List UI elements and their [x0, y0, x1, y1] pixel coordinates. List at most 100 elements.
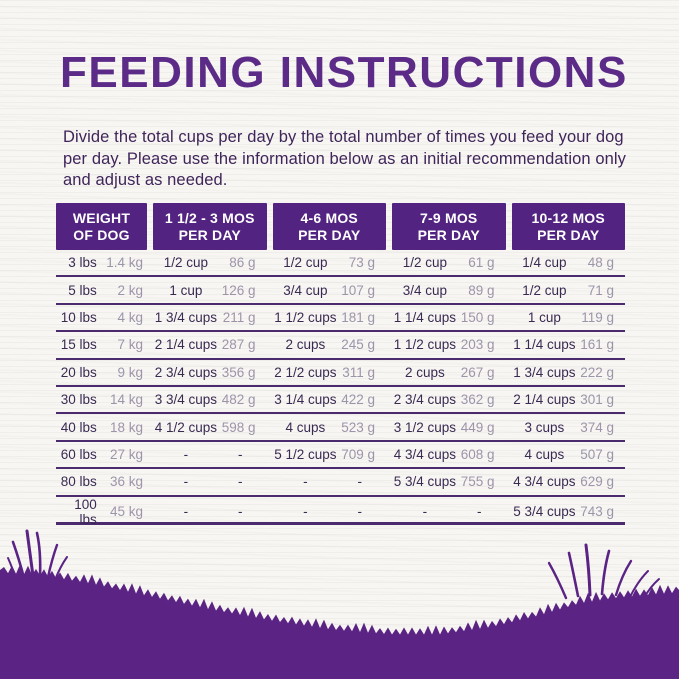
weight-cell: 40 lbs 18 kg — [56, 414, 147, 439]
amount-grams: 211 g — [222, 309, 256, 325]
amount-cups: 1 1/2 cups — [274, 309, 337, 325]
amount-grams: 287 g — [221, 337, 256, 353]
amount-grams: - — [237, 504, 243, 520]
grass-blade — [46, 543, 59, 579]
amount-grams: 629 g — [580, 474, 614, 490]
grass-blade — [600, 549, 611, 596]
weight-cell: 80 lbs 36 kg — [56, 469, 147, 494]
header-line: WEIGHT — [72, 209, 131, 226]
amount-cups: - — [183, 474, 189, 490]
amount-cups: 3/4 cup — [283, 282, 328, 298]
amount-cups: 1/2 cup — [283, 255, 328, 271]
amount-cups: 1 cup — [527, 309, 561, 325]
header-line: PER DAY — [537, 226, 600, 243]
grass-blade — [25, 529, 35, 578]
amount-cell: 5 1/2 cups 709 g — [273, 442, 387, 467]
amount-cell: 1 1/2 cups 203 g — [392, 332, 506, 357]
amount-cell: 1 cup 119 g — [512, 305, 626, 330]
amount-grams: 422 g — [341, 392, 375, 408]
table-row: 5 lbs 2 kg 1 cup 126 g 3/4 cup 107 g 3/4 cup 89… — [56, 277, 625, 305]
amount-cell: 1 3/4 cups 211 g — [153, 305, 267, 330]
header-7-9-mos: 7-9 MOS PER DAY — [392, 203, 506, 250]
weight-cell: 5 lbs 2 kg — [56, 277, 147, 302]
amount-cell: 3 3/4 cups 482 g — [153, 387, 267, 412]
amount-grams: 71 g — [587, 282, 614, 298]
grass-mound — [0, 564, 679, 679]
amount-grams: 150 g — [460, 309, 495, 325]
feeding-table: WEIGHT OF DOG 1 1/2 - 3 MOS PER DAY 4-6 … — [56, 203, 626, 527]
amount-cups: - — [303, 504, 308, 520]
header-line: 1 1/2 - 3 MOS — [164, 209, 255, 226]
amount-cups: - — [303, 474, 308, 490]
amount-grams: 73 g — [348, 255, 375, 271]
amount-cups: 1/2 cup — [522, 282, 567, 298]
grass-blade — [54, 556, 68, 581]
intro-text: Divide the total cups per day by the tot… — [63, 128, 627, 189]
amount-grams: 181 g — [341, 309, 375, 325]
amount-cups: 1/4 cup — [522, 255, 567, 271]
amount-grams: 245 g — [341, 337, 375, 353]
weight-lbs: 3 lbs — [68, 255, 97, 271]
amount-grams: - — [357, 474, 362, 490]
amount-cups: - — [183, 446, 189, 462]
amount-cell: -- — [392, 497, 506, 527]
amount-cell: 2 3/4 cups 356 g — [153, 360, 267, 385]
amount-grams: 482 g — [221, 392, 256, 408]
amount-cups: 1 1/4 cups — [513, 337, 576, 353]
amount-grams: 301 g — [580, 392, 614, 408]
amount-cell: 4 3/4 cups 608 g — [392, 442, 506, 467]
table-header-row: WEIGHT OF DOG 1 1/2 - 3 MOS PER DAY 4-6 … — [56, 203, 625, 250]
amount-grams: - — [476, 504, 482, 520]
amount-grams: 203 g — [460, 337, 495, 353]
amount-cell: 1/2 cup 86 g — [153, 250, 267, 275]
weight-lbs: 20 lbs — [60, 364, 97, 380]
amount-cell: 2 1/2 cups 311 g — [273, 360, 387, 385]
amount-cups: 2 1/4 cups — [513, 392, 576, 408]
header-1half-3-mos: 1 1/2 - 3 MOS PER DAY — [153, 203, 267, 250]
weight-cell: 15 lbs 7 kg — [56, 332, 147, 357]
amount-grams: 107 g — [341, 282, 375, 298]
amount-grams: - — [237, 474, 243, 490]
amount-cell: 3 1/4 cups 422 g — [273, 387, 387, 412]
amount-cups: 4 cups — [285, 419, 326, 435]
amount-grams: 755 g — [460, 474, 495, 490]
grass-blade — [567, 551, 580, 598]
weight-kg: 36 kg — [109, 474, 143, 490]
amount-cell: 5 3/4 cups 755 g — [392, 469, 506, 494]
header-4-6-mos: 4-6 MOS PER DAY — [272, 203, 386, 250]
amount-cell: 3/4 cup 107 g — [273, 277, 387, 302]
header-line: 4-6 MOS — [300, 209, 358, 226]
table-row: 15 lbs 7 kg 2 1/4 cups 287 g 2 cups 245 g 1 1/… — [56, 332, 625, 360]
weight-cell: 30 lbs 14 kg — [56, 387, 147, 412]
weight-cell: 20 lbs 9 kg — [56, 360, 147, 385]
weight-kg: 2 kg — [117, 282, 143, 298]
weight-lbs: 80 lbs — [60, 474, 97, 490]
amount-grams: 374 g — [580, 419, 614, 435]
weight-cell: 60 lbs 27 kg — [56, 442, 147, 467]
table-row: 40 lbs 18 kg 4 1/2 cups 598 g 4 cups 523 g 3 1… — [56, 414, 625, 442]
amount-cell: 1 3/4 cups 222 g — [512, 360, 626, 385]
amount-cell: 2 1/4 cups 287 g — [153, 332, 267, 357]
amount-cups: 2 1/2 cups — [274, 364, 337, 380]
amount-grams: 119 g — [581, 309, 614, 325]
header-weight-of-dog: WEIGHT OF DOG — [56, 203, 147, 250]
amount-cups: 5 3/4 cups — [513, 504, 576, 520]
amount-cups: 5 3/4 cups — [393, 474, 457, 490]
page-title: FEEDING INSTRUCTIONS — [60, 48, 628, 97]
amount-grams: 48 g — [587, 255, 614, 271]
amount-grams: 598 g — [221, 419, 256, 435]
weight-kg: 9 kg — [117, 364, 143, 380]
amount-grams: 743 g — [580, 504, 614, 520]
amount-cups: 3 1/2 cups — [393, 419, 457, 435]
grass-blade — [35, 531, 42, 578]
amount-grams: 449 g — [460, 419, 495, 435]
weight-lbs: 15 lbs — [60, 337, 97, 353]
grass-blade — [11, 540, 26, 580]
amount-cell: -- — [153, 469, 267, 494]
amount-cups: 2 cups — [405, 364, 445, 380]
